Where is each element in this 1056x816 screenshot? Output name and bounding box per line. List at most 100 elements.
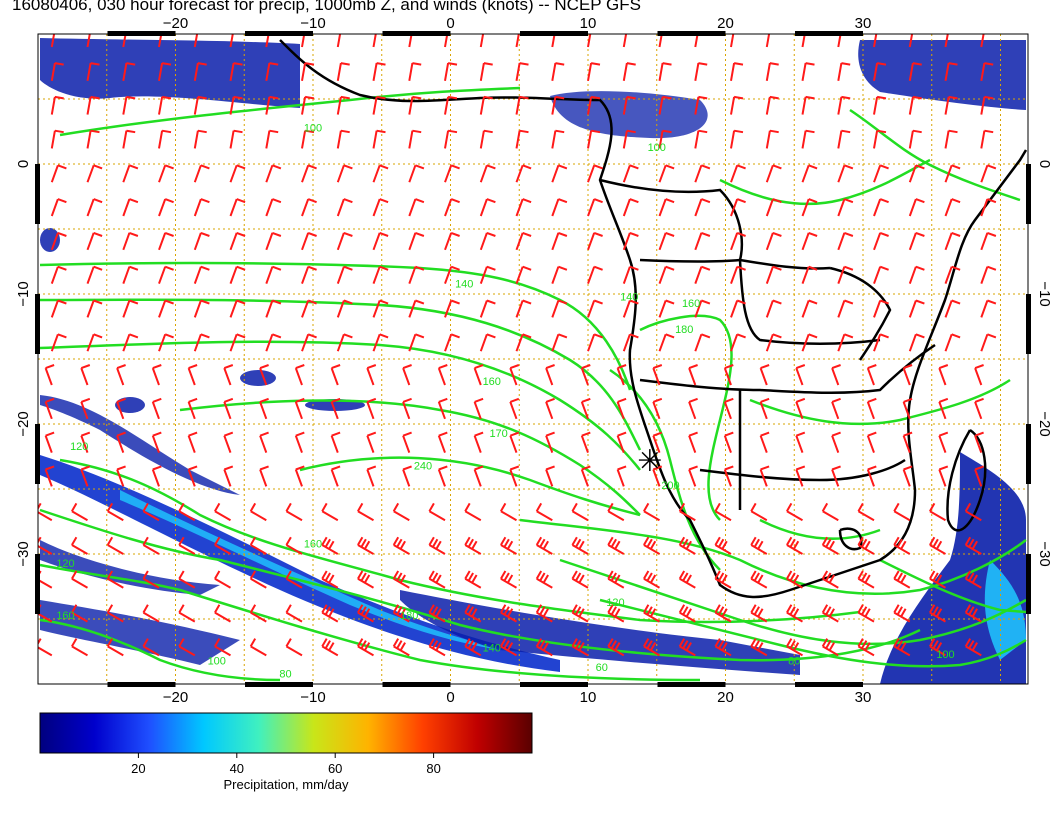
wind-barb [336,265,353,284]
wind-barb [652,364,663,386]
wind-barb [980,129,994,149]
wind-barb [902,431,913,453]
wind-barb [321,502,339,522]
wind-barb [366,431,377,453]
wind-barb [750,638,768,657]
wind-barb [223,364,234,386]
wind-barb [372,34,377,48]
contour-label: 140 [455,279,473,291]
wind-barb [545,465,555,487]
axis-tick-labels: −20 −20 −10 −10 0 0 10 10 20 20 30 30 0 0 −10 −10 −20 −20… [15,15,1053,706]
wind-barb [71,502,88,522]
wind-barb [214,570,231,589]
precipitation-field [40,38,1026,684]
wind-barb [980,265,997,284]
contour-line [879,558,1027,614]
wind-barb [151,465,162,487]
wind-barb [142,536,160,555]
wind-barb [622,129,636,149]
wind-barb [974,465,984,487]
wind-barb [265,265,282,284]
contour-label: 140 [620,292,638,304]
contour-label: 80 [279,669,291,681]
wind-barb [694,62,708,81]
contour-line [519,518,1027,595]
wind-barb [86,95,100,115]
wind-barb [122,198,139,217]
wind-barb [616,465,627,487]
wind-barb [551,164,568,183]
wind-barb [464,638,482,657]
wind-barb [622,198,639,217]
wind-barb [372,95,386,115]
wind-barb [249,604,267,623]
wind-barb [515,299,532,318]
wind-barb [571,638,589,657]
wind-barb [714,570,732,589]
wind-barb [509,364,520,386]
contour-label: 80 [788,656,800,668]
wind-barb [44,431,55,453]
wind-barb [402,364,412,386]
wind-barb [551,333,568,352]
wind-barb [551,231,568,251]
wind-barb [980,299,997,318]
wind-barb [765,265,782,284]
wind-barb [515,62,529,81]
wind-barb [964,604,982,623]
wind-barb [765,164,782,183]
wind-barb [509,465,520,487]
contour-line [59,86,521,137]
wind-barb [587,95,601,115]
wind-barb [893,638,911,657]
wind-barb [786,570,803,589]
wind-barb [580,431,591,453]
wind-barb [974,397,984,420]
wind-barb [545,431,555,453]
wind-barb [678,536,696,555]
wind-barb [428,638,446,657]
lon-tick-label-top: 0 [446,15,454,32]
contour-label: 140 [483,643,501,655]
wind-barb [116,364,126,386]
wind-barb [193,231,210,251]
wind-barb [580,397,591,420]
wind-barb [158,198,174,217]
country-border [599,178,831,270]
wind-barb [571,570,589,589]
lon-tick-label-bottom: 0 [446,689,454,706]
wind-barb [730,299,746,318]
wind-barb [821,502,839,522]
wind-barb [122,231,139,251]
contour-line [759,518,881,540]
wind-barb [116,397,126,420]
wind-barb [80,431,91,453]
wind-barb [893,604,911,623]
wind-barb [515,164,532,183]
wind-barb [336,231,353,251]
wind-barb [643,536,660,555]
wind-barb [944,333,961,352]
wind-barb [658,62,672,81]
wind-barb [336,299,353,318]
wind-barb [193,265,210,284]
wind-barb [801,265,818,284]
wind-barb [831,431,841,453]
contour-line [39,508,921,662]
wind-barb [678,502,696,522]
contour-label: 240 [414,461,432,473]
wind-barb [116,431,126,453]
wind-barb [908,34,914,48]
frame-bar-top [657,31,726,36]
wind-barb [873,34,878,48]
wind-barb [723,397,734,420]
wind-barb [223,465,234,487]
wind-barb [193,198,210,217]
wind-barb [902,397,913,420]
wind-barb [265,62,279,81]
wind-barb [837,34,842,48]
wind-barb [330,431,341,453]
wind-barb [545,397,555,420]
wind-barb [750,604,768,623]
wind-barb [694,95,708,115]
